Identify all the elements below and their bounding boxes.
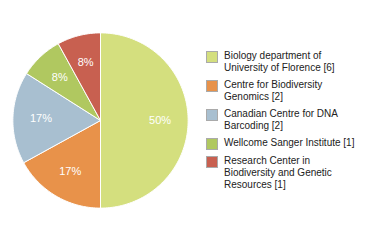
html-text:Wellcome Sanger Institute [1]: Wellcome Sanger Institute [1] — [224, 136, 355, 148]
svg-text:8%: 8% — [78, 56, 94, 68]
svg-text:50%: 50% — [149, 114, 171, 126]
svg-text:17%: 17% — [59, 165, 81, 177]
html-text:Centre for Biodiversity Genomi: Centre for Biodiversity Genomics [2] — [224, 78, 323, 102]
html-text:Biology department of Universi: Biology department of University of Flor… — [224, 49, 335, 73]
html-text:Canadian Centre for DNA Barcod: Canadian Centre for DNA Barcoding [2] — [224, 107, 338, 131]
svg-text:8%: 8% — [52, 71, 68, 83]
svg-text:17%: 17% — [30, 112, 52, 124]
html-text:Research Center in Biodiversit: Research Center in Biodiversity and Gene… — [224, 154, 332, 190]
